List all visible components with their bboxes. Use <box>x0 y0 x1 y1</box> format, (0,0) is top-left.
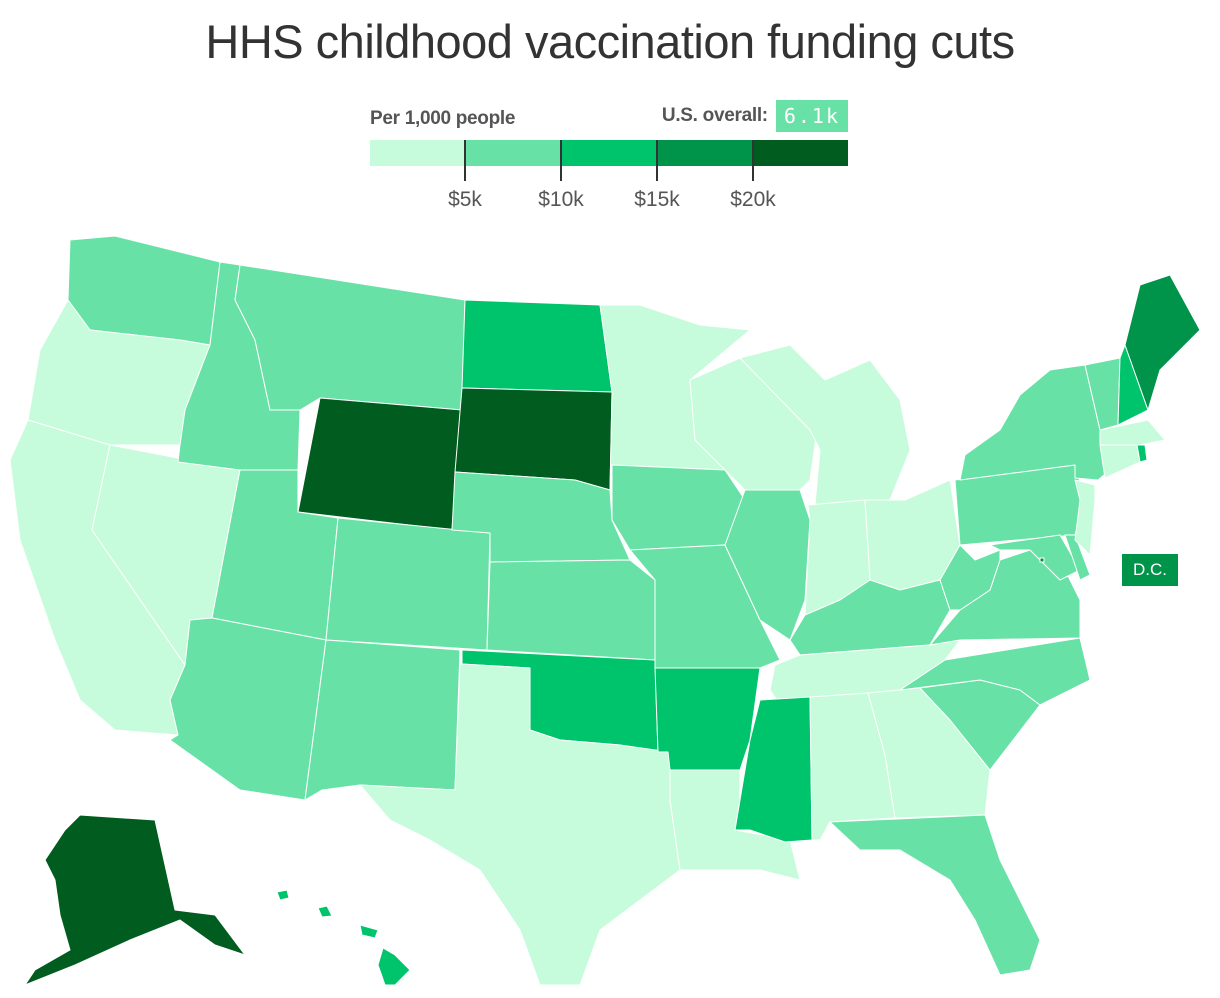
state-tx[interactable] <box>359 663 681 986</box>
state-mt[interactable] <box>234 264 466 411</box>
legend-bin-0 <box>370 140 466 166</box>
state-nj[interactable] <box>1074 479 1096 556</box>
color-legend: Per 1,000 people U.S. overall: 6.1k $5k … <box>370 100 848 220</box>
state-nd[interactable] <box>461 299 613 393</box>
state-ak[interactable] <box>24 814 246 986</box>
state-ks[interactable] <box>486 559 656 661</box>
state-hi-maui[interactable] <box>359 924 379 939</box>
state-ct[interactable] <box>1099 444 1141 479</box>
legend-tick <box>464 140 466 181</box>
state-ri[interactable] <box>1136 444 1148 463</box>
legend-tick <box>656 140 658 181</box>
legend-tick-label: $10k <box>538 188 584 211</box>
state-ia[interactable] <box>611 464 746 551</box>
legend-bin-2 <box>561 140 657 166</box>
legend-bin-1 <box>465 140 562 166</box>
legend-tick <box>560 140 562 181</box>
state-nm[interactable] <box>304 639 461 801</box>
state-il[interactable] <box>724 489 811 641</box>
state-de[interactable] <box>1064 534 1091 581</box>
state-la[interactable] <box>669 769 801 881</box>
state-fl[interactable] <box>829 814 1041 976</box>
state-nc[interactable] <box>899 637 1091 706</box>
legend-bin-4 <box>752 140 848 166</box>
legend-tick <box>752 140 754 181</box>
state-me[interactable] <box>1124 274 1201 411</box>
us-overall-value: 6.1k <box>775 100 848 132</box>
state-ar[interactable] <box>654 667 761 771</box>
legend-tick-label: $5k <box>448 188 482 211</box>
legend-unit-label: Per 1,000 people <box>370 108 516 129</box>
state-dc[interactable] <box>1039 557 1045 563</box>
state-ny[interactable] <box>959 364 1111 481</box>
state-co[interactable] <box>325 517 491 651</box>
us-choropleth-map <box>9 235 1201 986</box>
legend-tick-label: $15k <box>634 188 680 211</box>
us-overall: U.S. overall: 6.1k <box>662 100 848 132</box>
state-hi-oahu[interactable] <box>317 905 333 918</box>
state-hi-big-island[interactable] <box>377 947 411 986</box>
legend-bin-3 <box>656 140 753 166</box>
state-hi-kauai[interactable] <box>276 889 290 901</box>
legend-tick-label: $20k <box>730 188 776 211</box>
chart-title: HHS childhood vaccination funding cuts <box>205 15 1015 68</box>
state-md[interactable] <box>989 534 1081 581</box>
state-wa[interactable] <box>67 235 221 346</box>
state-az[interactable] <box>169 617 327 801</box>
state-ma[interactable] <box>1099 419 1166 446</box>
legend-color-scale <box>370 140 848 166</box>
state-wy[interactable] <box>297 397 463 531</box>
state-wv[interactable] <box>939 544 1001 611</box>
us-overall-label: U.S. overall: <box>661 105 768 126</box>
dc-label: D.C. <box>1122 554 1178 586</box>
